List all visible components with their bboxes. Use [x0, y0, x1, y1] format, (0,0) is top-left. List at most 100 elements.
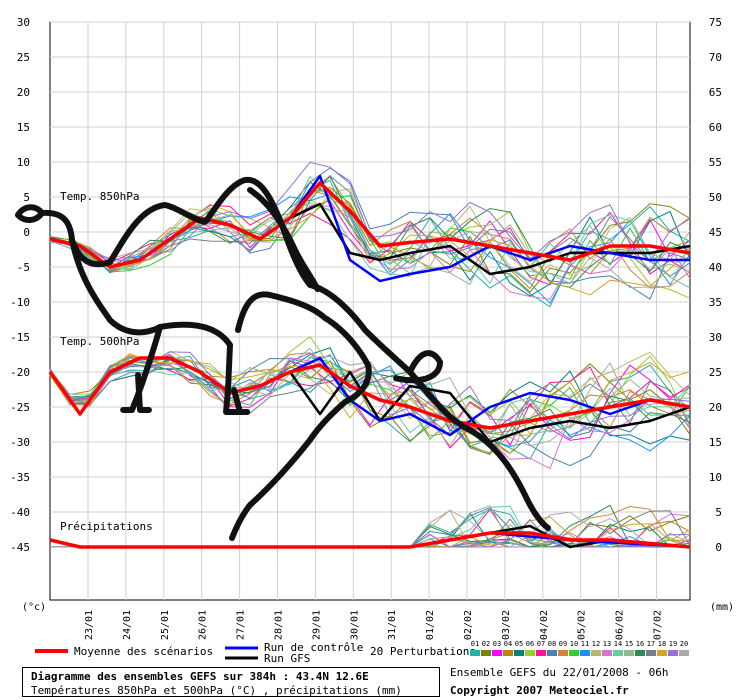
left-tick-label: -20 — [10, 366, 30, 379]
left-tick-label: 0 — [23, 226, 30, 239]
legend-pert-number: 18 — [658, 640, 666, 648]
legend-gfs-label: Run GFS — [264, 652, 310, 665]
legend-pert-number: 08 — [548, 640, 556, 648]
legend-pert-number: 06 — [526, 640, 534, 648]
x-tick-label: 26/01 — [198, 610, 209, 640]
legend-pert-swatch — [558, 650, 568, 656]
panel-label-t850: Temp. 850hPa — [60, 190, 139, 203]
legend-pert-number: 16 — [636, 640, 644, 648]
legend-pert-swatch — [668, 650, 678, 656]
legend-pert-swatch — [481, 650, 491, 656]
left-tick-label: 25 — [17, 51, 30, 64]
legend-pert-swatch — [679, 650, 689, 656]
legend-pert-number: 04 — [504, 640, 512, 648]
perturbation-line — [49, 175, 691, 277]
left-tick-label: -40 — [10, 506, 30, 519]
left-tick-label: 20 — [17, 86, 30, 99]
perturbation-line — [49, 174, 691, 288]
x-tick-label: 29/01 — [311, 610, 322, 640]
right-tick-label: 65 — [709, 86, 722, 99]
chart-subtitle: Températures 850hPa et 500hPa (°C) , pré… — [31, 684, 402, 697]
perturbation-line — [49, 359, 691, 454]
left-tick-label: -10 — [10, 296, 30, 309]
perturbation-line — [49, 357, 691, 470]
x-tick-label: 02/02 — [463, 610, 474, 640]
legend-pert-swatch — [503, 650, 513, 656]
legend-pert-swatch — [635, 650, 645, 656]
legend-perturbations-label: 20 Perturbations — [370, 645, 476, 658]
right-tick-label: 15 — [709, 436, 722, 449]
right-tick-label: 55 — [709, 156, 722, 169]
series-line — [49, 181, 691, 269]
right-tick-label: 35 — [709, 296, 722, 309]
right-tick-label: 40 — [709, 261, 722, 274]
copyright: Copyright 2007 Meteociel.fr — [450, 684, 629, 697]
x-tick-label: 30/01 — [349, 610, 360, 640]
legend-pert-number: 14 — [614, 640, 622, 648]
legend-pert-swatch — [613, 650, 623, 656]
panel-label-t500: Temp. 500hPa — [60, 335, 139, 348]
x-tick-label: 25/01 — [160, 610, 171, 640]
legend-pert-swatch — [624, 650, 634, 656]
legend-pert-number: 10 — [570, 640, 578, 648]
legend-pert-swatch — [536, 650, 546, 656]
left-tick-label: -45 — [10, 541, 30, 554]
legend-pert-number: 09 — [559, 640, 567, 648]
right-tick-label: 45 — [709, 226, 722, 239]
series-line — [49, 531, 691, 549]
legend-pert-number: 07 — [537, 640, 545, 648]
title-box: Diagramme des ensembles GEFS sur 384h : … — [22, 667, 440, 697]
legend-pert-swatch — [602, 650, 612, 656]
perturbation-line — [49, 175, 691, 286]
legend-pert-number: 20 — [680, 640, 688, 648]
x-tick-label: 06/02 — [615, 610, 626, 640]
x-tick-label: 28/01 — [274, 610, 285, 640]
ensemble-info: Ensemble GEFS du 22/01/2008 - 06h — [450, 666, 669, 679]
right-tick-label: 20 — [709, 401, 722, 414]
camel-scribble-overlay — [15, 176, 551, 541]
x-tick-label: 24/01 — [122, 610, 133, 640]
right-tick-label: 75 — [709, 16, 722, 29]
perturbation-line — [49, 193, 691, 296]
x-tick-label: 03/02 — [501, 610, 512, 640]
legend-pert-swatch — [646, 650, 656, 656]
left-tick-label: 5 — [23, 191, 30, 204]
right-tick-label: 60 — [709, 121, 722, 134]
x-tick-label: 04/02 — [539, 610, 550, 640]
legend-pert-swatch — [580, 650, 590, 656]
right-tick-label: 10 — [709, 471, 722, 484]
right-tick-label: 0 — [715, 541, 722, 554]
x-tick-label: 31/01 — [387, 610, 398, 640]
right-tick-label: 30 — [709, 331, 722, 344]
left-tick-label: -30 — [10, 436, 30, 449]
legend-pert-number: 12 — [592, 640, 600, 648]
legend-pert-swatch — [525, 650, 535, 656]
plot-area — [49, 21, 691, 601]
panel-label-precip: Précipitations — [60, 520, 153, 533]
left-axis-unit: (°c) — [22, 602, 46, 613]
x-tick-label: 05/02 — [577, 610, 588, 640]
legend-pert-number: 17 — [647, 640, 655, 648]
legend-pert-swatch — [569, 650, 579, 656]
left-tick-label: -5 — [17, 261, 30, 274]
x-tick-label: 07/02 — [653, 610, 664, 640]
legend-pert-number: 05 — [515, 640, 523, 648]
right-tick-label: 25 — [709, 366, 722, 379]
legend-control-label: Run de contrôle — [264, 641, 363, 654]
left-tick-label: 30 — [17, 16, 30, 29]
ensemble-chart: 302520151050-5-10-15-20-25-30-35-40-45(°… — [10, 16, 734, 665]
perturbation-line — [49, 356, 691, 447]
left-tick-label: -35 — [10, 471, 30, 484]
x-tick-label: 27/01 — [236, 610, 247, 640]
x-tick-label: 01/02 — [425, 610, 436, 640]
left-tick-label: -15 — [10, 331, 30, 344]
series-line — [48, 356, 691, 430]
chart-title: Diagramme des ensembles GEFS sur 384h : … — [31, 670, 369, 683]
legend-pert-swatch — [470, 650, 480, 656]
legend-mean-label: Moyenne des scénarios — [74, 645, 213, 658]
legend-pert-number: 01 — [471, 640, 479, 648]
right-tick-label: 50 — [709, 191, 722, 204]
left-tick-label: -25 — [10, 401, 30, 414]
legend-pert-swatch — [514, 650, 524, 656]
